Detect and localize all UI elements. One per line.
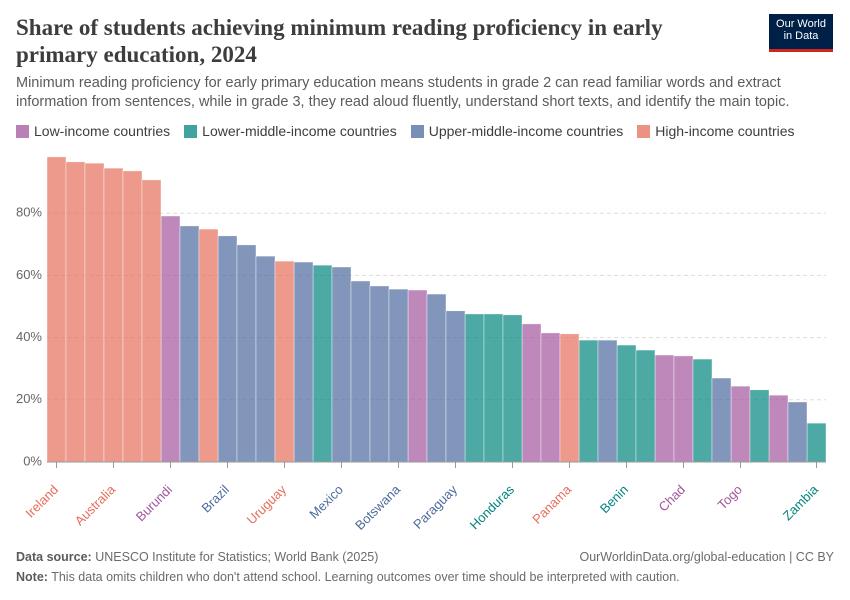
legend-label: Low-income countries [34, 123, 171, 139]
bar [407, 289, 428, 463]
legend-label: Lower-middle-income countries [202, 123, 397, 139]
footer: Data source: UNESCO Institute for Statis… [16, 547, 834, 587]
legend-swatch [184, 124, 198, 138]
bar [768, 394, 789, 463]
x-tick-label: Burundi [133, 482, 175, 524]
bar [179, 225, 200, 463]
bar [730, 385, 751, 463]
y-tick-label: 60% [16, 267, 42, 282]
bar [578, 339, 599, 463]
bar [673, 355, 694, 463]
bar [312, 264, 333, 463]
x-tick-label: Australia [72, 481, 119, 528]
title: Share of students achieving minimum read… [16, 15, 663, 67]
x-tick-label: Togo [715, 482, 746, 513]
bar [692, 358, 713, 463]
legend-label: Upper-middle-income countries [428, 123, 624, 139]
source-label: Data source: [16, 550, 92, 564]
y-tick-label: 20% [16, 391, 42, 406]
legend-item[interactable]: Upper-middle-income countries [410, 123, 624, 139]
bar [350, 280, 371, 463]
bar [236, 244, 257, 463]
x-tick-label: Botswana [352, 481, 404, 533]
x-tick-label: Brazil [198, 482, 232, 516]
bar [616, 344, 637, 463]
legend-item[interactable]: Lower-middle-income countries [184, 123, 397, 139]
bar [388, 288, 409, 463]
bar [331, 266, 352, 463]
bar [806, 422, 827, 463]
bar [217, 235, 238, 463]
bar [65, 161, 86, 463]
x-tick-label: Paraguay [410, 482, 460, 532]
url[interactable]: OurWorldinData.org/global-education | CC… [579, 550, 834, 564]
bar [749, 389, 770, 463]
x-tick-label: Chad [655, 482, 688, 515]
legend-item[interactable]: High-income countries [637, 123, 795, 139]
note: This data omits children who don't atten… [51, 570, 680, 584]
legend: Low-income countries Lower-middle-income … [16, 123, 795, 139]
y-tick-label: 40% [16, 329, 42, 344]
subtitle: Minimum reading proficiency for early pr… [16, 75, 790, 110]
legend-swatch [16, 124, 29, 138]
logo-line: in Data [783, 30, 819, 42]
note-label: Note: [16, 570, 48, 584]
bar [293, 261, 314, 463]
note-line: Note: This data omits children who don't… [16, 567, 834, 587]
bar [635, 349, 656, 463]
logo-line: Our World [776, 18, 826, 30]
bar [426, 293, 447, 463]
bar [103, 167, 124, 463]
bar [559, 333, 580, 463]
legend-swatch [637, 124, 651, 138]
bar [369, 285, 390, 463]
bar [483, 313, 504, 463]
bar [464, 313, 485, 463]
x-tick-label: Zambia [780, 481, 822, 523]
bar [711, 377, 732, 463]
bar [445, 310, 466, 463]
bar [122, 170, 143, 463]
bar [198, 228, 219, 463]
x-tick-label: Honduras [467, 482, 518, 533]
y-tick-label: 0% [23, 453, 42, 468]
bar [502, 314, 523, 463]
bar [141, 179, 162, 463]
bar [521, 323, 542, 463]
bar [597, 339, 618, 463]
logo[interactable]: Our World in Data [769, 14, 833, 52]
bar [160, 215, 181, 463]
x-tick-label: Panama [529, 481, 574, 526]
bar [84, 162, 105, 463]
y-tick-label: 80% [16, 205, 42, 220]
bar [540, 332, 561, 463]
bar [787, 401, 808, 463]
bar [46, 156, 67, 463]
bar [255, 255, 276, 463]
legend-item[interactable]: Low-income countries [16, 123, 170, 139]
x-tick-label: Benin [597, 482, 631, 516]
x-tick-label: Ireland [22, 482, 61, 521]
bar [654, 354, 675, 463]
bar [274, 260, 295, 463]
legend-label: High-income countries [655, 123, 795, 139]
x-tick-label: Uruguay [244, 482, 290, 528]
source-line: Data source: UNESCO Institute for Statis… [16, 547, 834, 567]
legend-swatch [410, 124, 424, 138]
source: UNESCO Institute for Statistics; World B… [95, 550, 379, 564]
x-tick-label: Mexico [306, 482, 346, 522]
